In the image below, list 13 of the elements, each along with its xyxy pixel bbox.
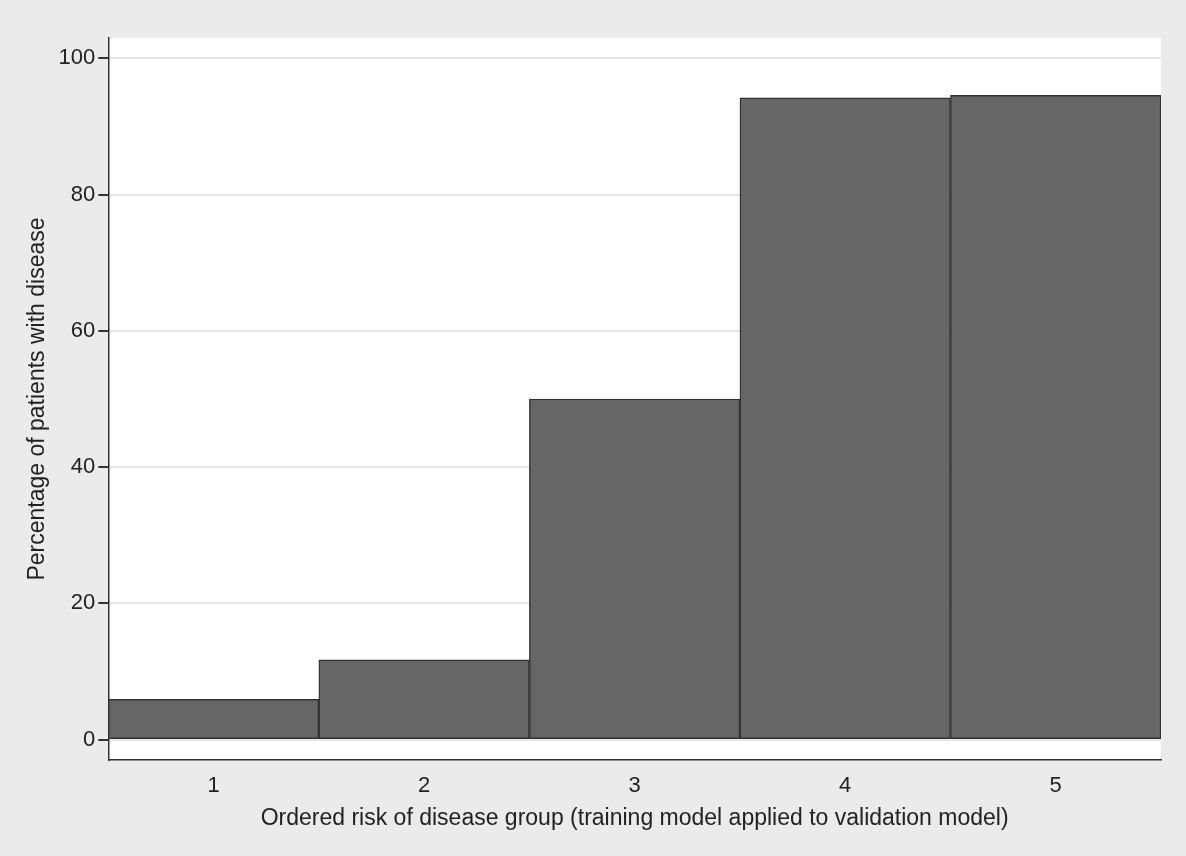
x-tick-label: 5 [1049, 772, 1062, 798]
x-tick-label: 4 [839, 772, 852, 798]
y-tick-label: 0 [83, 725, 96, 751]
x-axis-title: Ordered risk of disease group (training model applied to validation model) [260, 803, 1009, 830]
y-tick-label: 20 [70, 589, 96, 615]
y-tick-label: 80 [70, 180, 96, 206]
y-tick-label: 60 [70, 316, 96, 342]
y-tick-label: 100 [58, 44, 96, 70]
x-tick-label: 1 [207, 772, 220, 798]
x-tick-label: 2 [417, 772, 431, 798]
y-tick-label: 40 [70, 453, 96, 479]
y-axis-title: Percentage of patients with disease [23, 217, 50, 581]
x-tick-label: 3 [628, 772, 641, 798]
